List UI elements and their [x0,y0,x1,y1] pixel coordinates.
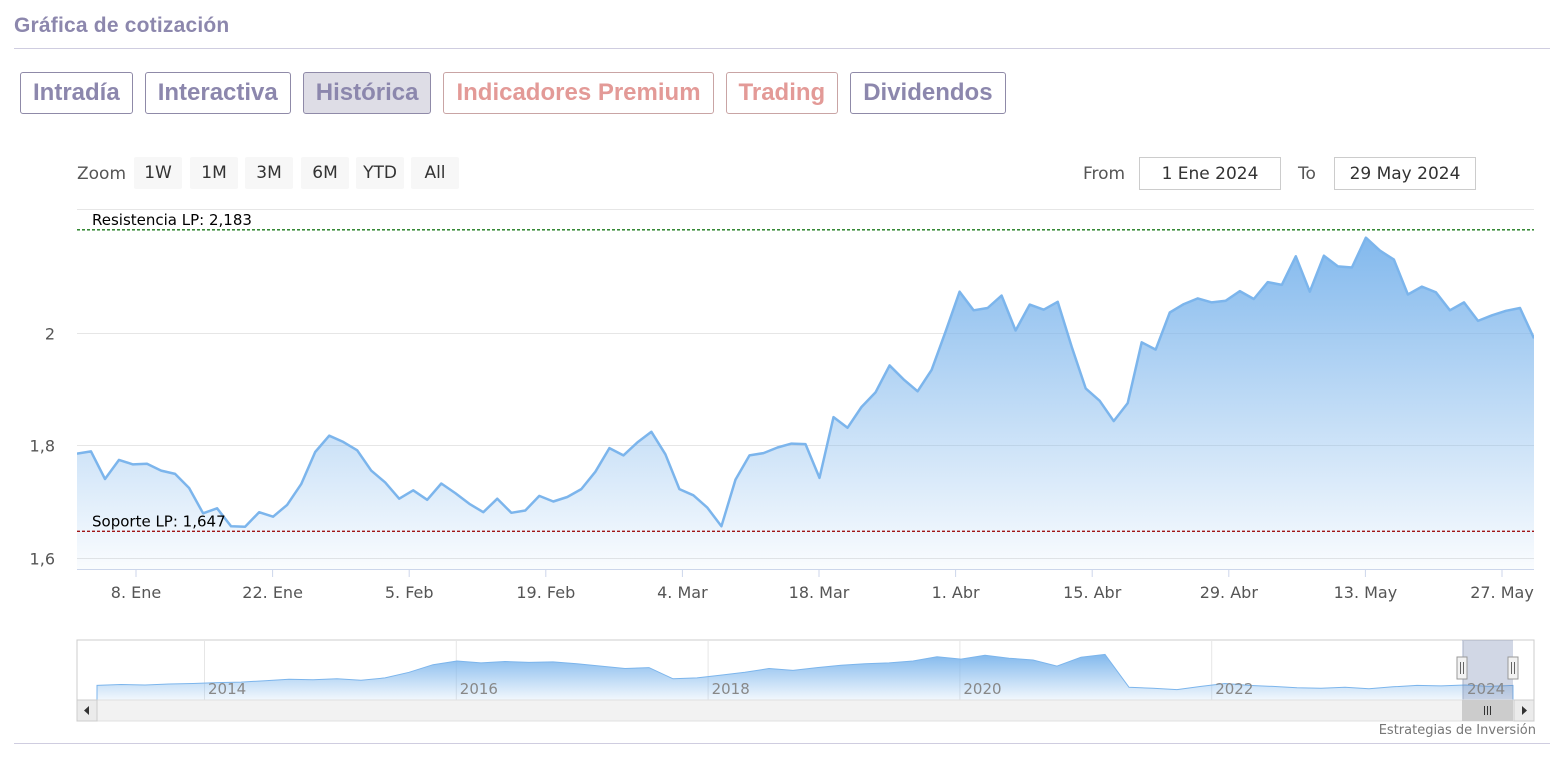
x-tick-label: 15. Abr [1063,583,1122,602]
x-axis-labels: 8. Ene 22. Ene 5. Feb 19. Feb 4. Mar 18. Mar 1… [111,569,1534,602]
scrollbar-track[interactable] [76,699,1535,722]
range-from-label: From [1083,164,1126,184]
price-area [77,237,1534,569]
y-axis-labels: 1,6 1,8 2 [30,325,55,569]
x-tick-label: 13. May [1334,583,1398,602]
x-tick-label: 1. Abr [932,583,980,602]
navigator-area [96,653,1514,701]
tab-trading[interactable]: Trading [725,72,839,114]
navigator-frame [76,639,1535,701]
x-tick-label: 22. Ene [242,583,303,602]
navigator-year-labels: 2014 2016 2018 2020 2022 2024 [208,680,1505,698]
tab-interactiva[interactable]: Interactiva [144,72,291,114]
y-tick-label: 1,6 [30,550,55,569]
zoom-label: Zoom [77,164,127,184]
y-tick-label: 1,8 [30,437,55,456]
navigator-year-label: 2020 [963,680,1001,698]
zoom-all-button[interactable]: All [411,157,459,189]
scrollbar-right-arrow[interactable] [1513,699,1535,722]
scrollbar-left-arrow[interactable] [76,699,98,722]
resistance-label: Resistencia LP: 2,183 [92,211,252,229]
chart-type-tabs: Intradía Interactiva Histórica Indicador… [20,72,1006,114]
x-tick-label: 4. Mar [657,583,708,602]
zoom-1m-button[interactable]: 1M [190,157,238,189]
title-divider [14,48,1550,49]
navigator-selection[interactable] [1462,640,1513,700]
price-line [77,236,1534,529]
x-tick-label: 29. Abr [1200,583,1259,602]
range-from-input[interactable]: 1 Ene 2024 [1139,157,1281,190]
x-tick-label: 5. Feb [385,583,434,602]
x-tick-label: 8. Ene [111,583,161,602]
range-to-input[interactable]: 29 May 2024 [1334,157,1476,190]
navigator-year-label: 2024 [1467,680,1505,698]
navigator-year-label: 2016 [460,680,498,698]
zoom-1w-button[interactable]: 1W [134,157,182,189]
navigator-year-label: 2022 [1215,680,1253,698]
x-tick-label: 19. Feb [516,583,575,602]
tab-dividendos[interactable]: Dividendos [850,72,1006,114]
x-tick-label: 18. Mar [789,583,850,602]
grid-lines [77,209,1534,559]
section-title: Gráfica de cotización [14,14,230,37]
tab-historica[interactable]: Histórica [302,72,432,114]
zoom-ytd-button[interactable]: YTD [356,157,404,189]
scrollbar-thumb[interactable] [1462,700,1513,721]
y-tick-label: 2 [45,325,55,344]
range-to-label: To [1298,164,1316,184]
support-label: Soporte LP: 1,647 [92,512,226,530]
chart-credits: Estrategias de Inversión [1378,723,1536,738]
navigator-left-handle[interactable] [1456,656,1468,680]
navigator-year-label: 2018 [712,680,750,698]
navigator-right-handle[interactable] [1507,656,1519,680]
zoom-6m-button[interactable]: 6M [301,157,349,189]
tab-indicadores-premium[interactable]: Indicadores Premium [443,72,714,114]
zoom-3m-button[interactable]: 3M [245,157,293,189]
tab-intradia[interactable]: Intradía [20,72,133,114]
x-tick-label: 27. May [1470,583,1534,602]
navigator-grid [204,640,1464,700]
bottom-divider [14,743,1550,744]
navigator-year-label: 2014 [208,680,246,698]
